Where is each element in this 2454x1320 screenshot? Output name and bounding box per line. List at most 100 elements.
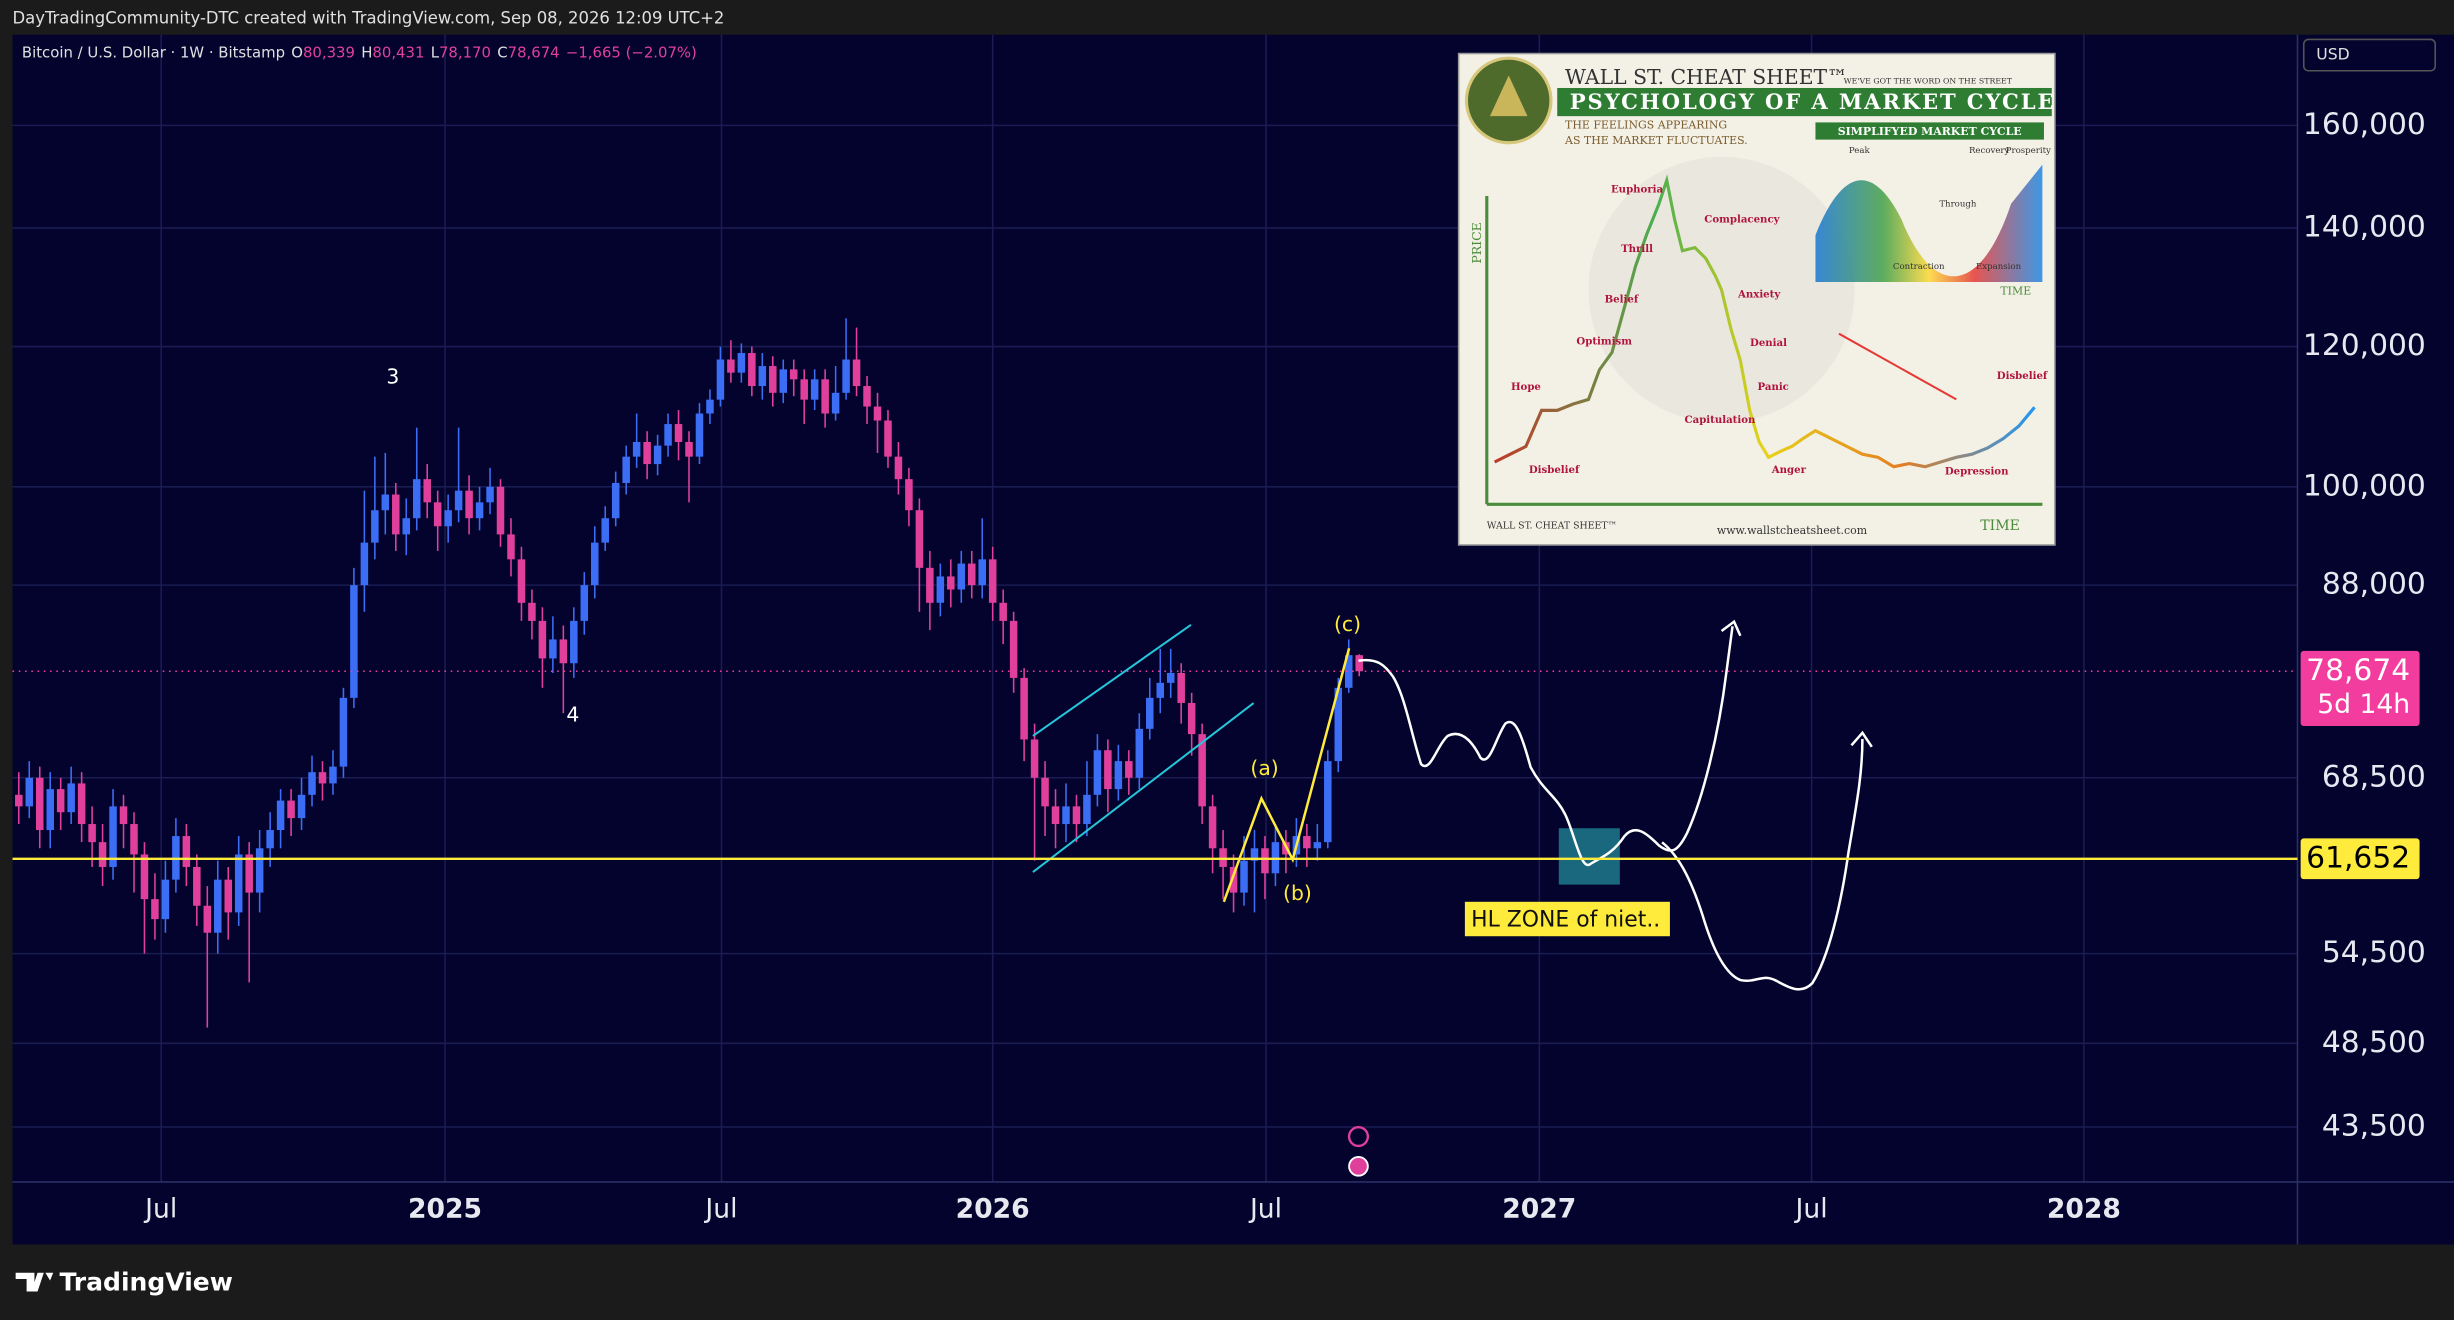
candle-body (1250, 848, 1259, 861)
candle-body (1261, 848, 1269, 874)
candle-body (67, 783, 75, 813)
inset-brand-small: WALL ST. CHEAT SHEET™ (1487, 521, 1617, 532)
chart-background (12, 34, 2454, 1245)
candle-body (643, 441, 651, 465)
candle-body (1156, 682, 1164, 698)
candle-body (936, 576, 945, 603)
symbol: Bitcoin / U.S. Dollar · 1W · Bitstamp (22, 44, 285, 62)
candle-body (831, 392, 840, 414)
candle-body (1313, 842, 1322, 849)
candle-body (1146, 697, 1154, 729)
inset-arrow (1838, 332, 1957, 401)
candle-body (203, 905, 212, 933)
inset-pyramid (1489, 75, 1528, 117)
candle-body (88, 824, 96, 843)
x-tick-label: Jul (1248, 1194, 1282, 1225)
currency[interactable]: USD (2316, 45, 2349, 64)
inset-cycle-label: Peak (1849, 146, 1871, 156)
inset-emotion: Thrill (1621, 243, 1653, 255)
inset-cycle-title: SIMPLIFYED MARKET CYCLE (1838, 125, 2022, 138)
candle-body (1104, 750, 1112, 790)
inset-axis-label: TIME (2000, 284, 2031, 297)
inset-emotion: Capitulation (1685, 414, 1756, 426)
candle-body (580, 585, 589, 621)
inset-emotion: Complacency (1704, 213, 1780, 225)
candle-body (454, 490, 463, 511)
projection-bullish (1358, 626, 1734, 867)
candle-body (852, 359, 861, 387)
ohlc-value: 80,431 (372, 44, 424, 62)
candle-body (444, 510, 452, 527)
inset-emotion: Hope (1511, 381, 1541, 393)
candle-body (1062, 806, 1070, 825)
candle-body (737, 353, 746, 373)
candle-body (109, 806, 117, 867)
candle-body (130, 824, 138, 855)
candle-body (685, 441, 693, 457)
candle-body (214, 879, 222, 933)
wave-label: (a) (1250, 756, 1278, 780)
candle-body (1135, 728, 1144, 778)
candle-body (1072, 806, 1081, 825)
wave-label: 4 (566, 703, 579, 727)
candle-body (999, 602, 1007, 621)
candle-body (748, 353, 756, 387)
candle-body (56, 789, 65, 813)
candle-body (308, 772, 316, 795)
candle-body (653, 445, 662, 465)
candle-body (1166, 672, 1175, 683)
candle-body (611, 482, 620, 519)
hl-zone-box (1558, 828, 1620, 885)
candle-body (947, 576, 955, 590)
inset-emotion: Depression (1945, 465, 2009, 477)
candle-body (392, 494, 400, 535)
candle-body (151, 899, 159, 920)
candle-body (255, 848, 264, 893)
candle-body (915, 510, 924, 568)
y-tick-label: 100,000 (2303, 468, 2426, 503)
candle-body (873, 406, 882, 421)
inset-brand: WALL ST. CHEAT SHEET™ (1565, 65, 1847, 89)
tradingview-logo[interactable] (15, 1272, 54, 1292)
candle-body (276, 800, 285, 831)
candle-body (507, 534, 515, 560)
grid-layer (12, 34, 2298, 1182)
event-icon[interactable] (1348, 1155, 1369, 1177)
inset-emotion: Optimism (1576, 336, 1632, 348)
candle-body (1114, 761, 1123, 790)
candle-body (1083, 794, 1091, 825)
inset-subheading: THE FEELINGS APPEARING (1565, 119, 1727, 132)
candle-body (769, 366, 777, 393)
candle-body (318, 772, 327, 784)
candle-body (884, 420, 892, 457)
y-tick-label: 120,000 (2303, 328, 2426, 363)
ohlc-key: L (431, 44, 440, 62)
footer-brand[interactable]: TradingView (59, 1268, 232, 1297)
candle-body (559, 639, 568, 664)
candle-body (706, 399, 714, 414)
ohlc-key: C (497, 44, 507, 62)
inset-emotion: Anger (1771, 464, 1807, 476)
candle-body (350, 585, 358, 698)
candle-body (926, 567, 934, 603)
candle-body (1125, 761, 1133, 778)
inset-emotion: Anxiety (1737, 289, 1781, 301)
countdown: 5d 14h (2317, 689, 2410, 720)
inset-emotion: Euphoria (1611, 184, 1664, 196)
candle-body (632, 441, 641, 457)
candle-body (1177, 672, 1185, 703)
ohlc-value: 78,170 (439, 44, 491, 62)
wave-label: (c) (1334, 612, 1361, 636)
x-tick-label: 2028 (2047, 1194, 2121, 1225)
x-tick-label: 2027 (1502, 1194, 1576, 1225)
event-icon[interactable] (1347, 1125, 1370, 1148)
inset-axis-label: TIME (1980, 518, 2020, 534)
arrow-head (1720, 619, 1742, 637)
currency-box[interactable] (2302, 38, 2437, 72)
candle-body (988, 559, 997, 603)
inset-axis-label: PRICE (1469, 222, 1484, 264)
candle-body (1208, 806, 1217, 849)
candle-body (339, 697, 348, 767)
x-tick-label: Jul (143, 1194, 177, 1225)
